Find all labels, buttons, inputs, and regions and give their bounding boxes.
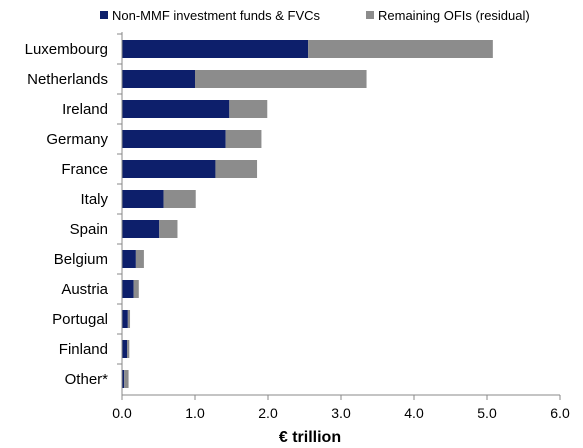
category-label: Finland bbox=[59, 341, 108, 358]
category-label: Other* bbox=[65, 371, 109, 388]
category-label: Italy bbox=[80, 191, 108, 208]
bars bbox=[122, 40, 493, 388]
legend: Non-MMF investment funds & FVCs Remaining… bbox=[100, 8, 530, 23]
bar-france-series-0 bbox=[122, 160, 216, 178]
x-tick-label: 4.0 bbox=[404, 405, 424, 421]
bar-spain-series-1 bbox=[159, 220, 178, 238]
x-tick-label: 0.0 bbox=[112, 405, 132, 421]
bar-belgium-series-0 bbox=[122, 250, 136, 268]
bar-germany-series-1 bbox=[225, 130, 262, 148]
bar-other-series-1 bbox=[124, 370, 129, 388]
bar-portugal-series-0 bbox=[122, 310, 128, 328]
x-axis-title: € trillion bbox=[279, 429, 341, 446]
category-label: France bbox=[61, 161, 108, 178]
category-label: Austria bbox=[61, 281, 108, 298]
bar-ireland-series-1 bbox=[229, 100, 268, 118]
category-label: Belgium bbox=[54, 251, 108, 268]
x-tick-label: 2.0 bbox=[258, 405, 278, 421]
x-tick-label: 3.0 bbox=[331, 405, 351, 421]
bar-austria-series-1 bbox=[133, 280, 139, 298]
bar-finland-series-1 bbox=[127, 340, 130, 358]
bar-italy-series-1 bbox=[163, 190, 196, 208]
bar-germany-series-0 bbox=[122, 130, 226, 148]
x-tick-label: 1.0 bbox=[185, 405, 205, 421]
bar-italy-series-0 bbox=[122, 190, 164, 208]
bar-finland-series-0 bbox=[122, 340, 128, 358]
category-label: Luxembourg bbox=[25, 41, 108, 58]
x-axis: 0.0 1.0 2.0 3.0 4.0 5.0 6.0 bbox=[112, 32, 570, 421]
category-labels: Luxembourg Netherlands Ireland Germany Franc… bbox=[25, 41, 109, 388]
x-tick-label: 5.0 bbox=[477, 405, 497, 421]
bar-netherlands-series-0 bbox=[122, 70, 195, 88]
category-label: Portugal bbox=[52, 311, 108, 328]
category-label: Germany bbox=[46, 131, 108, 148]
legend-swatch-1 bbox=[366, 11, 374, 19]
bar-ireland-series-0 bbox=[122, 100, 230, 118]
x-tick-label: 6.0 bbox=[550, 405, 570, 421]
bar-netherlands-series-1 bbox=[195, 70, 367, 88]
category-label: Ireland bbox=[62, 101, 108, 118]
category-label: Netherlands bbox=[27, 71, 108, 88]
bar-luxembourg-series-1 bbox=[308, 40, 493, 58]
bar-luxembourg-series-0 bbox=[122, 40, 309, 58]
bar-other-series-0 bbox=[122, 370, 125, 388]
bar-spain-series-0 bbox=[122, 220, 160, 238]
bar-france-series-1 bbox=[215, 160, 258, 178]
legend-label-0: Non-MMF investment funds & FVCs bbox=[112, 8, 321, 23]
bar-austria-series-0 bbox=[122, 280, 134, 298]
bar-belgium-series-1 bbox=[135, 250, 144, 268]
legend-swatch-0 bbox=[100, 11, 108, 19]
category-label: Spain bbox=[70, 221, 108, 238]
bar-portugal-series-1 bbox=[127, 310, 131, 328]
legend-label-1: Remaining OFIs (residual) bbox=[378, 8, 530, 23]
